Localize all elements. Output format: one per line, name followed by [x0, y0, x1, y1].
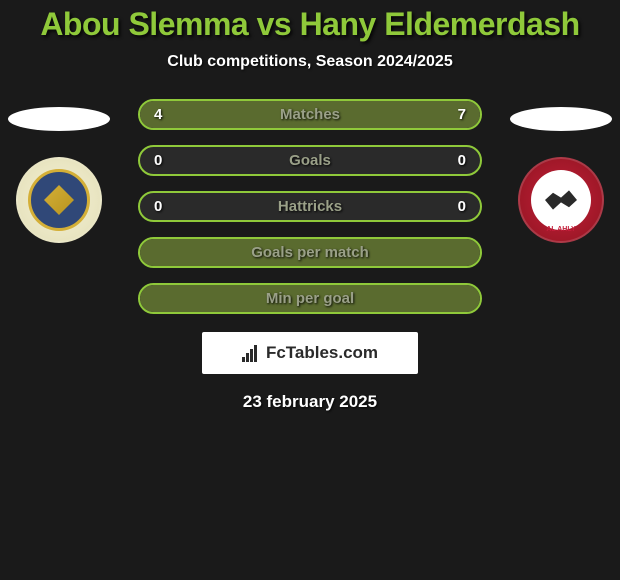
- stat-bars: 4 7 Matches 0 0 Goals 0 0 Hattricks Goals per mat…: [138, 99, 482, 314]
- brand-box: FcTables.com: [202, 332, 418, 374]
- player-left-column: [4, 99, 114, 243]
- stat-bar: 0 0 Hattricks: [138, 191, 482, 222]
- stat-value-right: 7: [458, 106, 466, 123]
- stat-label: Matches: [280, 106, 340, 123]
- brand-chart-icon: [242, 344, 262, 362]
- comparison-title: Abou Slemma vs Hany Eldemerdash: [0, 0, 620, 43]
- comparison-content: AL AHLY 4 7 Matches 0 0 Goals 0 0 Hattricks Goals…: [0, 99, 620, 412]
- stat-value-left: 0: [154, 152, 162, 169]
- player-right-avatar: [510, 107, 612, 131]
- comparison-date: 23 february 2025: [0, 392, 620, 412]
- stat-label: Goals: [289, 152, 331, 169]
- stat-value-right: 0: [458, 152, 466, 169]
- stat-label: Min per goal: [266, 290, 354, 307]
- player-right-column: AL AHLY: [506, 99, 616, 243]
- stat-label: Goals per match: [251, 244, 369, 261]
- brand-text: FcTables.com: [266, 343, 378, 363]
- stat-bar: 4 7 Matches: [138, 99, 482, 130]
- comparison-subtitle: Club competitions, Season 2024/2025: [0, 53, 620, 71]
- club-right-badge-icon: AL AHLY: [518, 157, 604, 243]
- club-right-label: AL AHLY: [546, 226, 575, 233]
- player-left-avatar: [8, 107, 110, 131]
- stat-bar: Min per goal: [138, 283, 482, 314]
- stat-value-left: 4: [154, 106, 162, 123]
- stat-bar: Goals per match: [138, 237, 482, 268]
- stat-bar: 0 0 Goals: [138, 145, 482, 176]
- stat-label: Hattricks: [278, 198, 342, 215]
- stat-value-right: 0: [458, 198, 466, 215]
- stat-value-left: 0: [154, 198, 162, 215]
- club-left-badge-icon: [16, 157, 102, 243]
